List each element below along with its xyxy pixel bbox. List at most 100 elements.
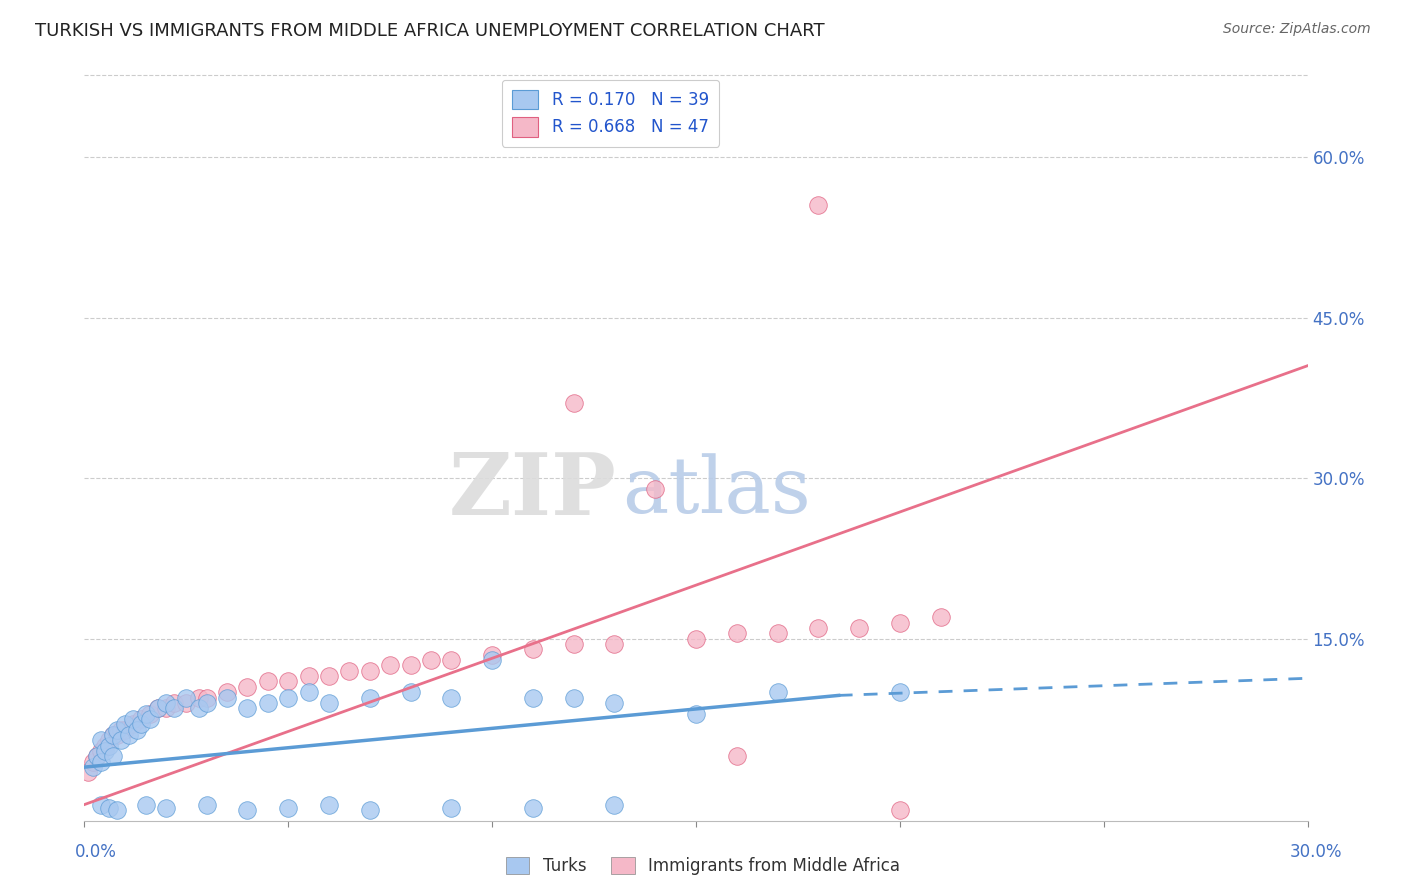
Point	[97, 733, 120, 747]
Point	[380, 658, 402, 673]
Point	[236, 803, 259, 817]
Point	[359, 664, 381, 678]
Point	[97, 739, 120, 753]
Point	[298, 685, 321, 699]
Point	[105, 803, 128, 817]
Point	[110, 733, 132, 747]
Point	[135, 797, 157, 812]
Point	[440, 801, 463, 815]
Point	[90, 733, 112, 747]
Point	[339, 664, 361, 678]
Point	[174, 690, 197, 705]
Point	[217, 690, 239, 705]
Point	[766, 685, 789, 699]
Point	[97, 801, 120, 815]
Point	[82, 760, 104, 774]
Point	[481, 653, 503, 667]
Point	[603, 696, 626, 710]
Point	[766, 626, 789, 640]
Point	[122, 712, 145, 726]
Point	[725, 626, 748, 640]
Point	[127, 723, 149, 737]
Point	[399, 685, 422, 699]
Point	[318, 797, 340, 812]
Point	[318, 696, 340, 710]
Point	[118, 728, 141, 742]
Point	[440, 690, 463, 705]
Point	[217, 685, 239, 699]
Point	[82, 755, 104, 769]
Point	[195, 690, 218, 705]
Text: TURKISH VS IMMIGRANTS FROM MIDDLE AFRICA UNEMPLOYMENT CORRELATION CHART: TURKISH VS IMMIGRANTS FROM MIDDLE AFRICA…	[35, 22, 825, 40]
Legend: R = 0.170   N = 39, R = 0.668   N = 47: R = 0.170 N = 39, R = 0.668 N = 47	[502, 79, 718, 146]
Text: Source: ZipAtlas.com: Source: ZipAtlas.com	[1223, 22, 1371, 37]
Point	[93, 744, 115, 758]
Point	[105, 723, 128, 737]
Text: atlas: atlas	[623, 453, 811, 529]
Text: ZIP: ZIP	[449, 449, 616, 533]
Point	[603, 637, 626, 651]
Point	[236, 680, 259, 694]
Point	[889, 685, 911, 699]
Point	[163, 701, 186, 715]
Point	[146, 701, 169, 715]
Point	[298, 669, 321, 683]
Point	[277, 690, 299, 705]
Point	[86, 749, 108, 764]
Point	[90, 797, 112, 812]
Point	[187, 690, 209, 705]
Point	[101, 728, 124, 742]
Point	[110, 723, 132, 737]
Point	[725, 749, 748, 764]
Point	[359, 690, 381, 705]
Point	[101, 728, 124, 742]
Point	[138, 706, 160, 721]
Point	[114, 717, 136, 731]
Point	[889, 803, 911, 817]
Point	[399, 658, 422, 673]
Point	[481, 648, 503, 662]
Point	[440, 653, 463, 667]
Point	[122, 717, 145, 731]
Point	[90, 744, 112, 758]
Point	[277, 801, 299, 815]
Point	[86, 749, 108, 764]
Point	[90, 755, 112, 769]
Point	[155, 696, 177, 710]
Point	[522, 801, 544, 815]
Point	[187, 701, 209, 715]
Point	[257, 674, 280, 689]
Point	[889, 615, 911, 630]
Point	[522, 642, 544, 657]
Point	[131, 717, 153, 731]
Point	[807, 621, 830, 635]
Text: 0.0%: 0.0%	[75, 843, 117, 861]
Point	[163, 696, 186, 710]
Point	[155, 701, 177, 715]
Point	[236, 701, 259, 715]
Point	[318, 669, 340, 683]
Point	[848, 621, 870, 635]
Point	[644, 482, 666, 496]
Point	[929, 610, 952, 624]
Text: 30.0%: 30.0%	[1289, 843, 1343, 861]
Point	[105, 728, 128, 742]
Point	[77, 765, 100, 780]
Point	[562, 637, 585, 651]
Point	[135, 706, 157, 721]
Point	[359, 803, 381, 817]
Point	[277, 674, 299, 689]
Point	[420, 653, 443, 667]
Point	[685, 632, 707, 646]
Point	[138, 712, 160, 726]
Point	[101, 749, 124, 764]
Point	[93, 739, 115, 753]
Point	[685, 706, 707, 721]
Point	[603, 797, 626, 812]
Point	[114, 723, 136, 737]
Point	[195, 797, 218, 812]
Point	[522, 690, 544, 705]
Point	[195, 696, 218, 710]
Legend: Turks, Immigrants from Middle Africa: Turks, Immigrants from Middle Africa	[498, 849, 908, 884]
Point	[562, 396, 585, 410]
